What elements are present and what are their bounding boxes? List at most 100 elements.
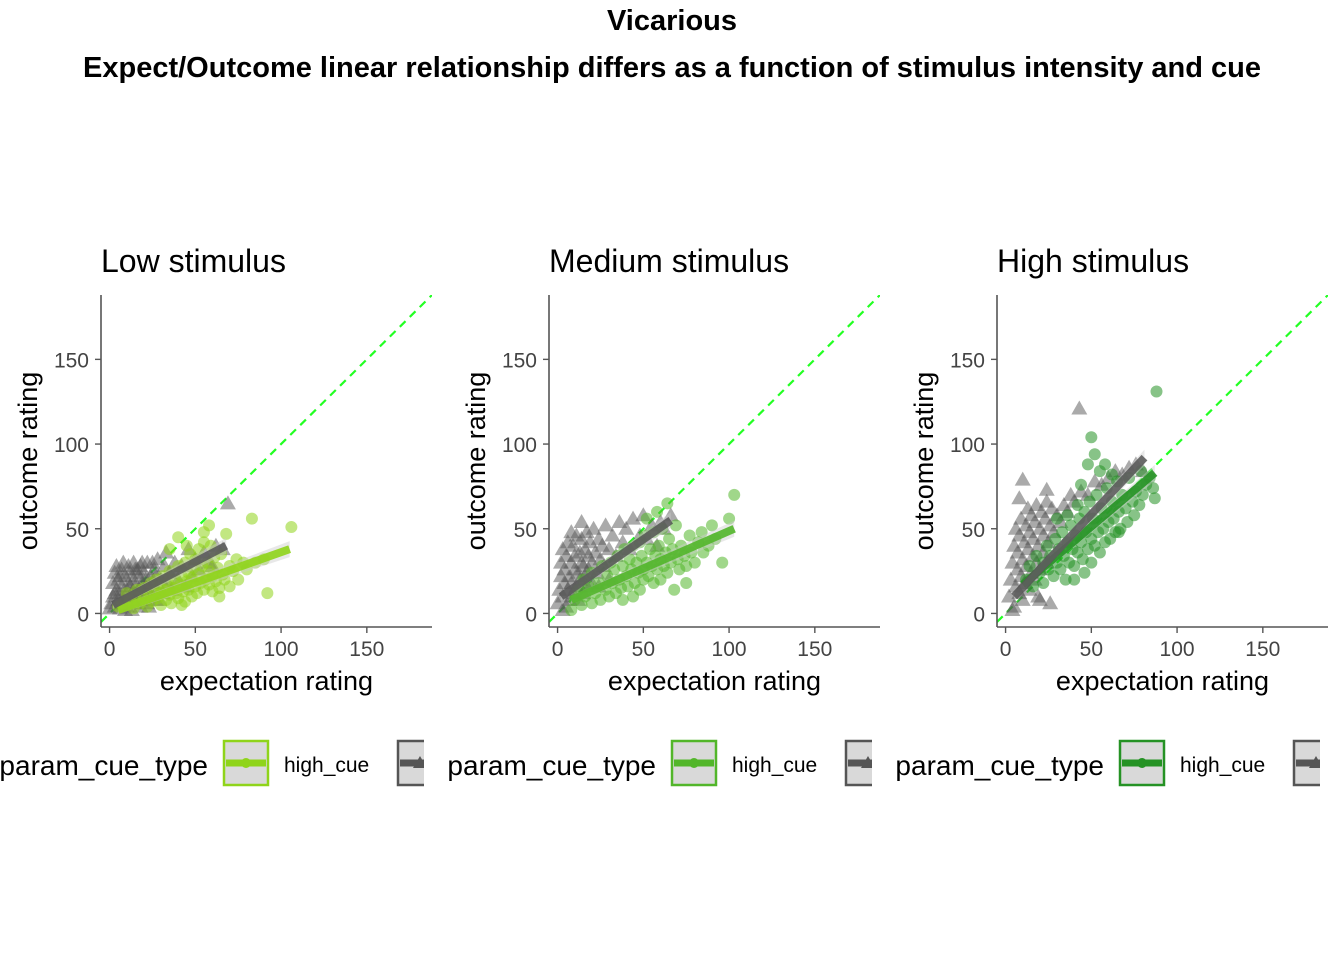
low-cue-point (597, 517, 614, 532)
low-cue-point (601, 541, 618, 556)
y-axis-label: outcome rating (13, 372, 43, 551)
x-axis-label: expectation rating (160, 666, 373, 696)
high-cue-point (261, 587, 274, 600)
high-cue-point (1136, 488, 1149, 501)
figure-subtitle: Expect/Outcome linear relationship diffe… (83, 52, 1261, 84)
high-cue-point (1112, 526, 1125, 539)
high-cue-point (1059, 573, 1072, 586)
high-cue-point (1150, 385, 1163, 398)
data-layer (101, 295, 432, 623)
panel-title: High stimulus (997, 243, 1189, 279)
x-tick-label: 50 (632, 638, 655, 661)
y-tick-label: 50 (66, 519, 89, 542)
high-cue-point (565, 604, 578, 617)
low-cue-point (565, 537, 582, 552)
high-cue-point (180, 539, 193, 552)
legend-label-high-cue: high_cue (1180, 754, 1265, 777)
high-cue-point (1054, 563, 1067, 576)
high-cue-point (1081, 458, 1094, 471)
legend-key-high-cue-point (1137, 758, 1147, 768)
high-cue-point (669, 519, 682, 532)
high-cue-point (245, 512, 258, 525)
x-tick-label: 100 (712, 638, 747, 661)
low-cue-point (1014, 591, 1031, 606)
high-cue-point (1099, 458, 1112, 471)
low-cue-point (573, 513, 590, 528)
y-tick-label: 0 (77, 603, 89, 626)
figure-title: Vicarious (606, 5, 738, 37)
high-cue-point (705, 519, 718, 532)
high-cue-fit-line (569, 525, 736, 604)
x-axis-label: expectation rating (1056, 666, 1269, 696)
high-cue-point (213, 590, 226, 603)
high-cue-point (1085, 556, 1098, 569)
high-cue-point (1068, 560, 1081, 573)
low-cue-point (111, 568, 128, 583)
low-cue-point (662, 507, 679, 522)
low-cue-point (1011, 490, 1028, 505)
low-cue-fit-line (558, 517, 674, 600)
x-axis-label: expectation rating (608, 666, 821, 696)
high-cue-point (1068, 573, 1081, 586)
legend: param_cue_type high_cue (895, 739, 1320, 787)
y-tick-label: 50 (962, 519, 985, 542)
high-cue-point (688, 556, 701, 569)
high-cue-point (163, 543, 176, 556)
low-cue-point (1014, 471, 1031, 486)
legend: param_cue_type high_cue (447, 739, 872, 787)
high-cue-point (220, 527, 233, 540)
y-axis-label: outcome rating (461, 372, 491, 551)
high-cue-point (695, 526, 708, 539)
high-cue-point (1037, 576, 1050, 589)
low-cue-fit-line (111, 542, 229, 609)
high-cue-point (1061, 509, 1074, 522)
y-tick-label: 0 (525, 603, 537, 626)
panel-1: Low stimulus 0 50 100 150 0 50 100 150 expectatio… (0, 243, 432, 787)
legend-title: param_cue_type (895, 750, 1104, 781)
high-cue-point (1148, 492, 1161, 505)
high-cue-point (661, 497, 674, 510)
high-cue-point (683, 529, 696, 542)
low-cue-point (563, 524, 580, 539)
high-cue-point (1105, 468, 1118, 481)
x-tick-label: 100 (1160, 638, 1195, 661)
panel-2: Medium stimulus 0 50 100 150 0 50 100 150 expecta… (447, 243, 880, 787)
x-tick-label: 150 (1245, 638, 1280, 661)
low-cue-fit-line (1011, 454, 1148, 600)
low-cue-point (604, 527, 621, 542)
legend-key-low-cue-point (1309, 756, 1320, 768)
high-cue-point (175, 598, 188, 611)
data-layer (997, 295, 1328, 623)
legend-key-high-cue-point (689, 758, 699, 768)
high-cue-point (1078, 566, 1091, 579)
legend-title: param_cue_type (447, 750, 656, 781)
legend-key-high-cue-point (241, 758, 251, 768)
panel-3: High stimulus 0 50 100 150 0 50 100 150 expectati… (895, 243, 1328, 787)
high-cue-point (668, 583, 681, 596)
high-cue-point (716, 556, 729, 569)
low-cue-point (1071, 400, 1088, 415)
high-cue-point (223, 580, 236, 593)
y-tick-label: 150 (950, 349, 985, 372)
high-cue-point (232, 573, 245, 586)
low-cue-point (585, 520, 602, 535)
x-tick-label: 100 (264, 638, 299, 661)
x-tick-label: 0 (1000, 638, 1012, 661)
high-cue-point (1075, 478, 1088, 491)
low-cue-point (1031, 591, 1048, 606)
x-tick-label: 0 (104, 638, 116, 661)
x-tick-label: 150 (797, 638, 832, 661)
x-tick-label: 50 (184, 638, 207, 661)
high-cue-point (203, 519, 216, 532)
y-axis-label: outcome rating (909, 372, 939, 551)
high-cue-point (1133, 499, 1146, 512)
high-cue-point (663, 532, 676, 545)
high-cue-point (680, 576, 693, 589)
high-cue-point (1090, 488, 1103, 501)
high-cue-point (723, 512, 736, 525)
low-cue-point (618, 520, 635, 535)
legend-label-high-cue: high_cue (732, 754, 817, 777)
low-cue-point (144, 554, 161, 569)
high-cue-point (616, 593, 629, 606)
